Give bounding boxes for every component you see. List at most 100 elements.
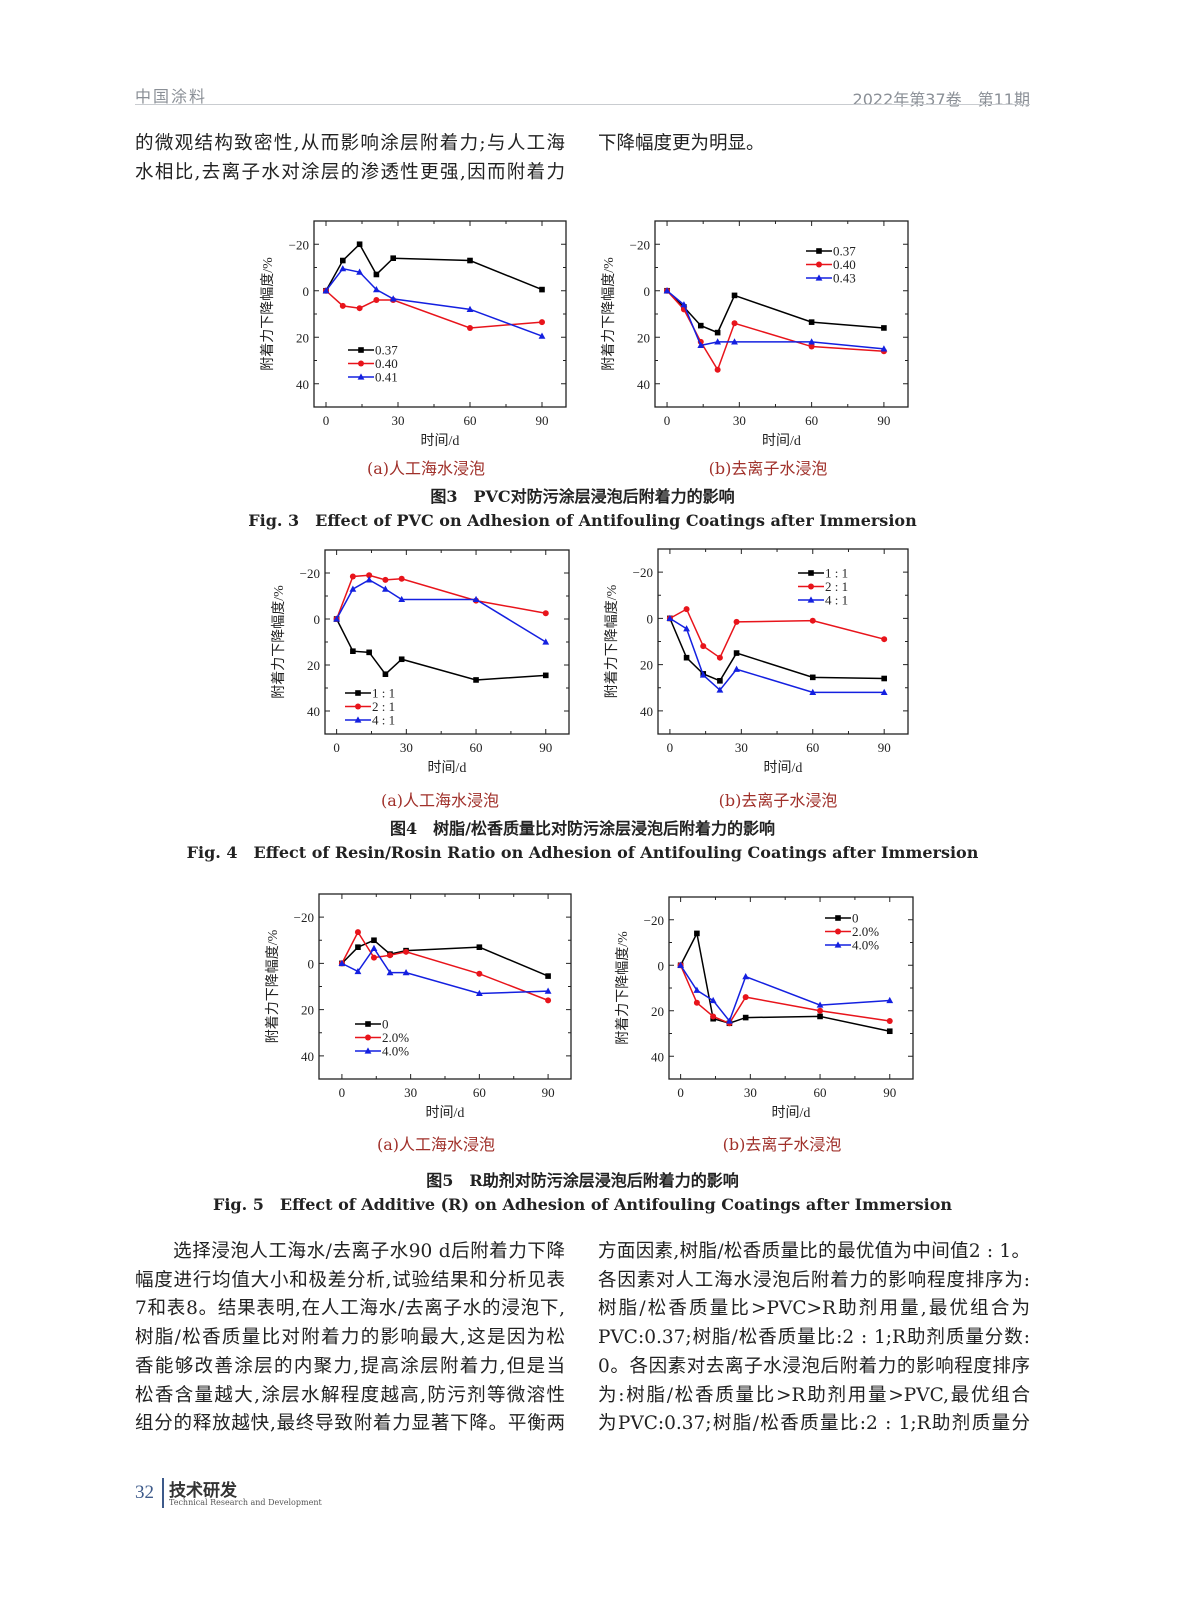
y-tick-label: 40 [637, 377, 650, 392]
legend-label: 0.37 [375, 343, 398, 358]
data-point-square [358, 347, 364, 353]
data-point-circle [714, 366, 721, 373]
data-point-triangle [364, 1047, 372, 1054]
x-tick-label: 60 [814, 1085, 827, 1100]
data-point-square [886, 1028, 893, 1035]
series-1 [333, 572, 549, 622]
y-axis-label: 附着力下降幅度/% [601, 257, 617, 371]
data-point-triangle [365, 576, 373, 583]
x-tick-label: 60 [470, 740, 483, 755]
x-tick-label: 30 [735, 740, 748, 755]
x-tick-label: 60 [473, 1085, 486, 1100]
data-point-square [681, 304, 687, 310]
series-line [325, 243, 543, 292]
data-point-square [697, 322, 704, 329]
data-point-triangle [716, 686, 724, 693]
data-point-square [710, 1015, 716, 1022]
data-point-circle [358, 360, 364, 367]
data-point-square [323, 287, 329, 294]
x-axis-label: 时间/d [421, 433, 460, 449]
x-axis-label: 时间/d [762, 433, 801, 449]
text-line: 为:树脂/松香质量比>R助剂用量>PVC,最优组合 [598, 1384, 1030, 1406]
subcaption: (b)去离子水浸泡 [708, 459, 828, 478]
data-point-triangle [693, 986, 701, 993]
data-point-circle [731, 320, 738, 327]
series-line [335, 574, 546, 620]
plot-frame [668, 896, 914, 1080]
data-point-square [539, 286, 545, 293]
plot-frame [313, 220, 567, 408]
data-point-circle [333, 616, 340, 622]
x-tick-label: 60 [805, 413, 818, 428]
data-point-triangle [699, 671, 707, 678]
series-2 [666, 614, 888, 695]
data-point-square [390, 255, 396, 261]
data-point-triangle [466, 305, 474, 312]
data-point-square [365, 1021, 371, 1027]
series-line [669, 608, 885, 659]
data-point-triangle [808, 338, 816, 345]
data-point-square [731, 292, 738, 299]
y-axis-label: 附着力下降幅度/% [604, 584, 620, 698]
data-point-circle [356, 305, 363, 312]
data-point-triangle [680, 301, 688, 308]
series-1 [338, 929, 552, 1004]
y-tick-label: 20 [651, 1004, 664, 1019]
legend-label: 2.0% [852, 924, 879, 939]
data-point-circle [373, 297, 380, 304]
data-point-square [835, 915, 841, 921]
series-0 [664, 287, 887, 336]
data-point-square [545, 973, 551, 979]
x-tick-label: 0 [677, 1085, 684, 1100]
section-name-en: Technical Research and Development [169, 1498, 322, 1507]
data-point-triangle [472, 595, 480, 603]
series-line [669, 618, 885, 682]
data-point-triangle [475, 989, 483, 997]
data-point-circle [403, 948, 410, 955]
legend-label: 4 : 1 [372, 713, 395, 728]
x-tick-label: 30 [400, 740, 413, 755]
plot-frame [654, 220, 909, 408]
data-point-triangle [663, 287, 671, 294]
series-line [666, 290, 884, 334]
data-point-triangle [709, 996, 717, 1004]
y-tick-label: 20 [640, 658, 653, 673]
data-point-circle [323, 287, 329, 294]
data-point-triangle [815, 274, 823, 281]
text-line: 为PVC:0.37;树脂/松香质量比:2 : 1;R助剂质量分 [598, 1413, 1030, 1435]
series-1 [323, 287, 545, 331]
y-tick-label: 40 [296, 377, 309, 392]
y-tick-label: 40 [307, 704, 320, 719]
data-point-square [387, 951, 393, 957]
legend-label: 2.0% [382, 1030, 409, 1045]
data-point-triangle [677, 961, 685, 968]
y-axis-label: 附着力下降幅度/% [260, 257, 276, 371]
data-point-triangle [349, 585, 357, 592]
data-point-triangle [807, 596, 815, 603]
data-point-triangle [322, 287, 330, 294]
series-0 [667, 615, 887, 684]
series-1 [677, 962, 893, 1027]
y-tick-label: 0 [314, 612, 321, 627]
y-tick-label: 0 [658, 958, 665, 973]
figure-caption-en: Fig. 4 Effect of Resin/Rosin Ratio on Ad… [186, 843, 979, 862]
data-point-triangle [697, 341, 705, 348]
data-point-square [373, 271, 380, 278]
y-tick-label: 0 [308, 956, 315, 971]
data-point-circle [677, 962, 684, 969]
page-number: 32 [135, 1482, 154, 1503]
y-axis-label: 附着力下降幅度/% [265, 929, 281, 1043]
data-point-square [817, 1013, 823, 1020]
series-2 [322, 265, 546, 339]
series-line [669, 617, 885, 694]
data-point-triangle [834, 941, 842, 948]
legend-label: 0.37 [833, 244, 856, 259]
data-point-square [355, 944, 361, 950]
series-line [679, 931, 890, 1032]
data-point-square [717, 678, 723, 684]
data-point-square [683, 654, 690, 661]
data-point-square [808, 570, 814, 576]
series-0 [333, 616, 549, 683]
plot-frame [318, 893, 572, 1080]
x-axis-label: 时间/d [764, 760, 803, 776]
